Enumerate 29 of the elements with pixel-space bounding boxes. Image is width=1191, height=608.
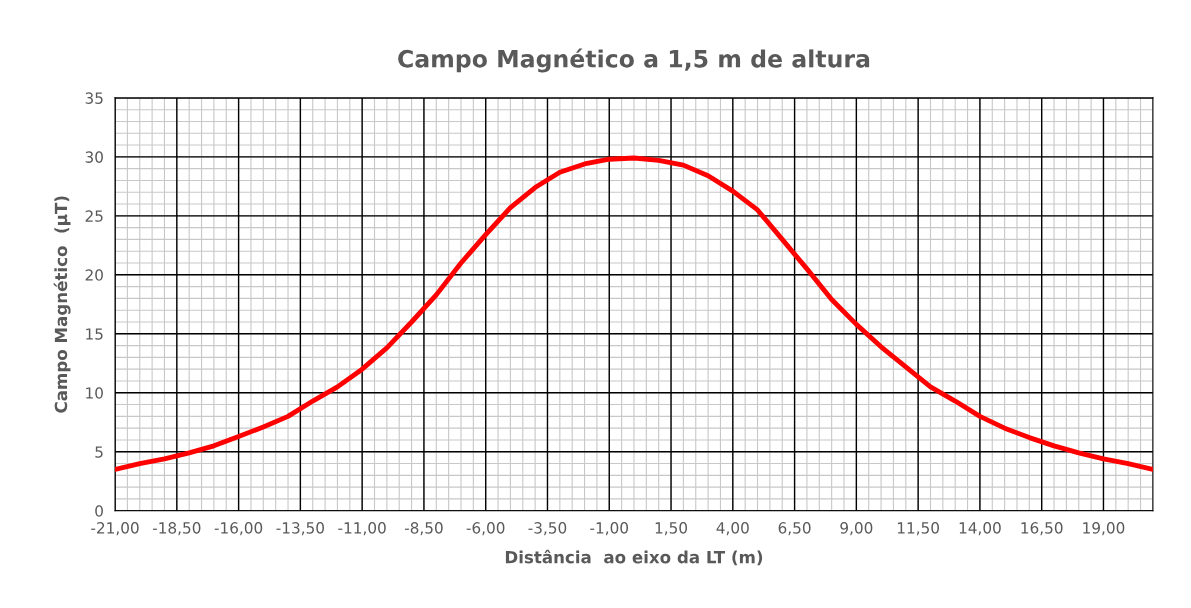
x-tick-label: 16,50 <box>1021 522 1063 536</box>
x-tick-label: -16,00 <box>214 522 263 536</box>
x-tick-label: 6,50 <box>778 522 811 536</box>
x-tick-label: 14,00 <box>959 522 1001 536</box>
x-tick-label: 1,50 <box>655 522 688 536</box>
x-tick-label: 11,50 <box>897 522 939 536</box>
y-tick-label: 30 <box>85 151 103 163</box>
x-tick-label: -21,00 <box>91 522 139 536</box>
x-tick-label: 9,00 <box>840 522 873 536</box>
x-tick-label: -1,00 <box>590 522 629 536</box>
x-tick-label: 4,00 <box>716 522 749 536</box>
x-tick-label: 19,00 <box>1083 522 1125 536</box>
chart-title: Campo Magnético a 1,5 m de altura <box>398 48 870 73</box>
x-tick-label: -8,50 <box>404 522 443 536</box>
x-tick-label: -18,50 <box>152 522 201 536</box>
y-tick-label: 5 <box>95 446 103 458</box>
y-tick-label: 20 <box>85 269 103 281</box>
x-tick-label: -6,00 <box>466 522 505 536</box>
y-tick-label: 15 <box>86 328 103 340</box>
x-tick-label: -13,50 <box>276 522 324 536</box>
line-series <box>115 155 1153 472</box>
x-tick-label: -3,50 <box>528 522 567 536</box>
x-axis-title: Distância ao eixo da LT (m) <box>505 549 763 566</box>
x-tick-label: -11,00 <box>338 522 386 536</box>
y-tick-label: 35 <box>85 92 103 104</box>
y-tick-label: 0 <box>95 505 103 517</box>
y-tick-label: 25 <box>85 210 103 222</box>
y-axis-title: Campo Magnético (µT) <box>53 196 71 413</box>
y-tick-label: 10 <box>86 387 103 399</box>
